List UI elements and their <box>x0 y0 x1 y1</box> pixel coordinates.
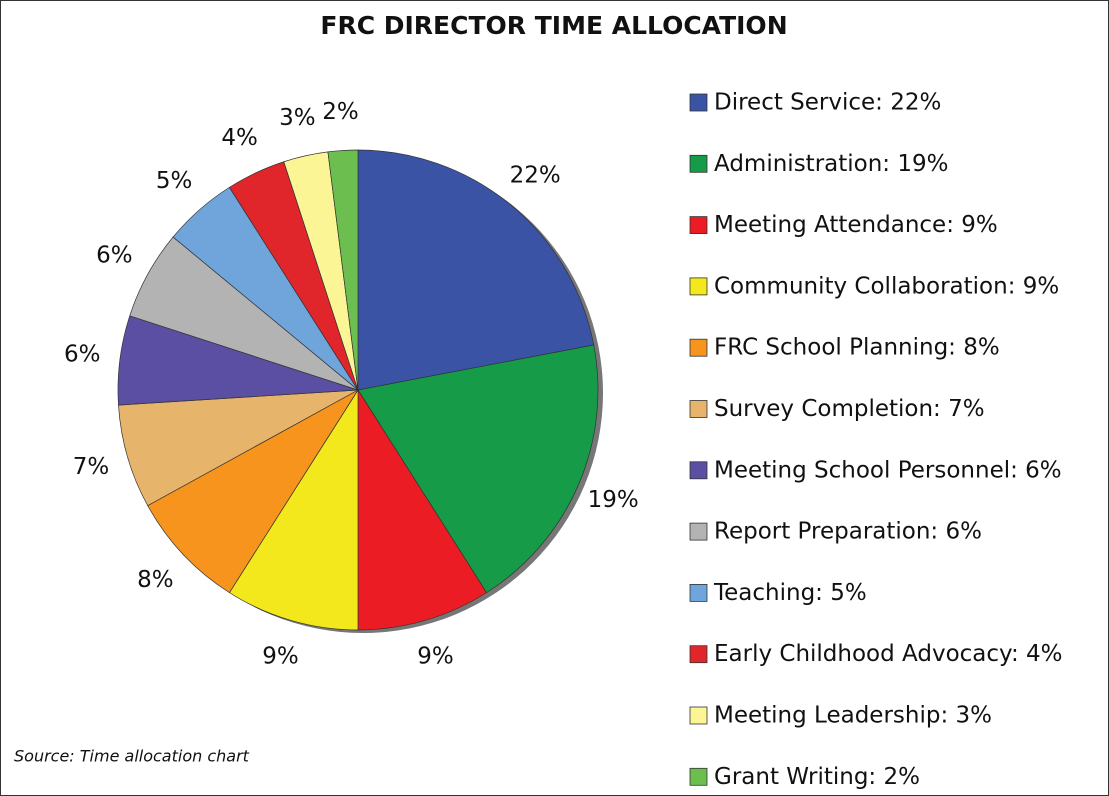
data-label: 2% <box>322 99 359 125</box>
legend-label: Direct Service: 22% <box>714 90 941 116</box>
data-label: 5% <box>156 168 193 194</box>
data-label: 6% <box>64 342 101 368</box>
chart-title: FRC DIRECTOR TIME ALLOCATION <box>320 11 787 40</box>
data-label: 8% <box>137 567 174 593</box>
legend-swatch <box>689 522 708 541</box>
data-label: 19% <box>588 487 639 513</box>
legend-swatch <box>689 584 708 602</box>
legend-label: Teaching: 5% <box>713 580 867 606</box>
legend-label: Early Childhood Advocacy: 4% <box>714 641 1063 667</box>
legend-label: Meeting Leadership: 3% <box>714 703 992 729</box>
data-label: 9% <box>262 643 299 669</box>
pie-slice <box>357 344 599 594</box>
data-label: 6% <box>96 243 133 269</box>
legend-label: Community Collaboration: 9% <box>714 273 1059 299</box>
legend-swatch <box>689 767 708 786</box>
pie-slice <box>147 389 359 594</box>
legend-swatch <box>689 338 708 357</box>
data-label: 4% <box>221 125 258 151</box>
legend-label: Meeting School Personnel: 6% <box>714 457 1062 483</box>
legend-swatch <box>689 645 708 664</box>
pie-slice <box>228 388 359 631</box>
data-label: 9% <box>417 643 454 669</box>
source-note: Source: Time allocation chart <box>14 747 250 766</box>
legend-label: Survey Completion: 7% <box>714 396 985 422</box>
data-label: 22% <box>510 162 561 188</box>
legend-swatch <box>689 154 708 173</box>
legend-label: FRC School Planning: 8% <box>714 335 1000 361</box>
pie-slice <box>357 388 488 631</box>
pie-slice <box>357 149 595 391</box>
legend-swatch <box>689 706 708 725</box>
data-label: 7% <box>73 454 110 480</box>
legend-label: Report Preparation: 6% <box>714 519 982 545</box>
pie-slice <box>327 149 359 391</box>
legend-swatch <box>689 216 708 235</box>
legend-label: Grant Writing: 2% <box>714 764 920 790</box>
legend-swatch <box>689 400 708 418</box>
pie-slice <box>118 389 359 507</box>
legend-label: Meeting Attendance: 9% <box>714 212 998 238</box>
legend-swatch <box>689 93 708 112</box>
data-label: 3% <box>279 105 316 131</box>
legend-swatch <box>689 277 708 296</box>
legend-label: Administration: 19% <box>714 151 948 177</box>
legend-swatch <box>689 461 708 480</box>
